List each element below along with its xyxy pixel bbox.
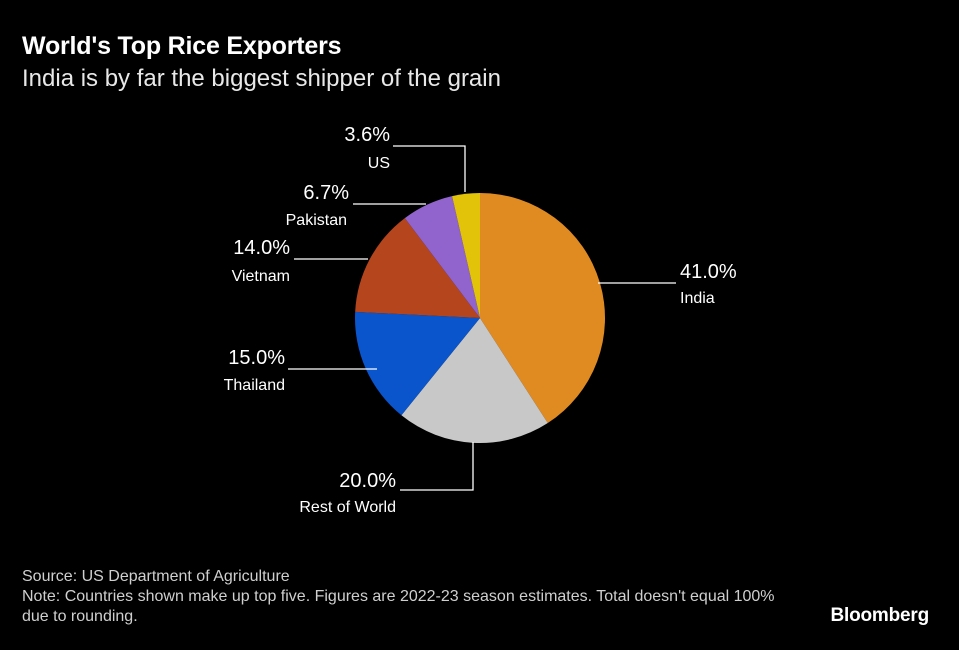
chart-title: World's Top Rice Exporters (22, 32, 342, 60)
pie-slice-pakistan (404, 196, 480, 318)
chart-subtitle: India is by far the biggest shipper of t… (22, 65, 501, 92)
slice-label-rest-of-world: Rest of World (299, 499, 396, 516)
pie-slice-rest-of-world (401, 318, 548, 443)
slice-value-india: 41.0% (680, 261, 737, 283)
pie-slice-us (452, 193, 480, 318)
slice-value-rest-of-world: 20.0% (339, 470, 396, 492)
source-note: Source: US Department of Agriculture (22, 568, 290, 585)
bloomberg-logo: Bloomberg (830, 605, 930, 626)
slice-label-us: US (368, 155, 390, 172)
slice-value-pakistan: 6.7% (303, 182, 349, 204)
rounding-note: Note: Countries shown make up top five. … (22, 588, 775, 625)
pie-slice-india (480, 193, 605, 424)
leader-line-us (393, 145, 466, 192)
pie-slice-vietnam (355, 218, 480, 318)
slice-label-vietnam: Vietnam (232, 268, 290, 285)
leader-line-rest-of-world (400, 442, 474, 491)
slice-label-pakistan: Pakistan (286, 212, 347, 229)
pie-slice-thailand (355, 311, 480, 416)
pie-chart: 41.0% India 20.0% Rest of World 15.0% Thailan… (224, 124, 737, 516)
slice-value-us: 3.6% (344, 124, 390, 146)
slice-label-thailand: Thailand (224, 377, 285, 394)
chart-footer: Source: US Department of Agriculture Not… (22, 567, 802, 627)
slice-label-india: India (680, 290, 715, 307)
slice-value-thailand: 15.0% (228, 347, 285, 369)
slice-value-vietnam: 14.0% (233, 237, 290, 259)
